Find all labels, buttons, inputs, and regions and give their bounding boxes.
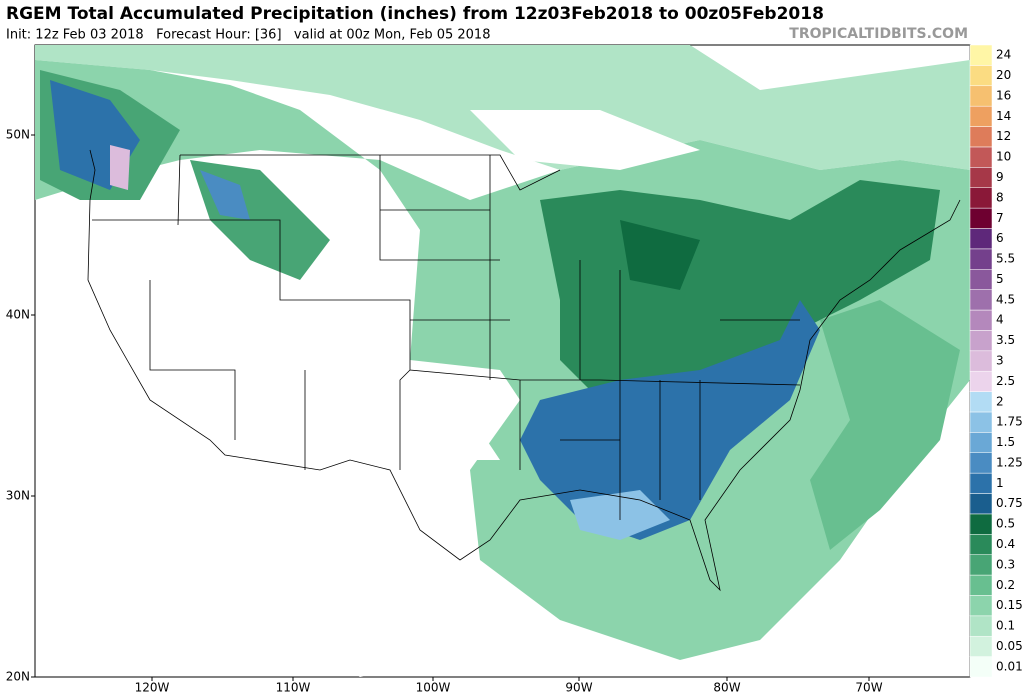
colorbar-swatch [969,330,993,352]
colorbar-label: 1 [996,476,1004,490]
colorbar: 0.01 0.05 0.1 0.15 0.2 0.3 0.4 0.5 0.75 1 1.25 1.5 1… [969,44,1023,678]
colorbar-label: 1.75 [996,415,1023,429]
colorbar-swatch [969,228,993,250]
colorbar-label: 3.5 [996,333,1015,347]
map-area [34,44,971,678]
colorbar-swatch [969,595,993,617]
colorbar-label: 3 [996,354,1004,368]
subtitle: Init: 12z Feb 03 2018 Forecast Hour: [36… [6,28,490,43]
colorbar-swatch [969,44,993,66]
axes: 50N 40N 30N 20N 120W 110W 100W 90W 80W 70W [6,128,883,695]
colorbar-swatch [969,513,993,535]
colorbar-swatch [969,167,993,188]
colorbar-swatch [969,85,993,107]
colorbar-label: 20 [996,68,1011,82]
colorbar-swatch [969,289,993,311]
colorbar-label: 12 [996,129,1011,143]
colorbar-swatch [969,269,993,290]
colorbar-swatch [969,656,993,678]
colorbar-label: 9 [996,170,1004,184]
lat-label: 40N [6,308,30,322]
colorbar-swatch [969,574,993,596]
colorbar-label: 2.5 [996,374,1015,388]
colorbar-swatch [969,105,993,127]
colorbar-label: 0.01 [996,659,1023,673]
colorbar-label: 0.3 [996,557,1015,571]
colorbar-swatch [969,534,993,555]
colorbar-swatch [969,391,993,413]
colorbar-swatch [969,615,993,637]
colorbar-label: 2 [996,394,1004,408]
colorbar-label: 0.2 [996,578,1015,592]
lon-label: 120W [135,681,170,695]
colorbar-swatch [969,126,993,148]
colorbar-label: 10 [996,150,1011,164]
colorbar-label: 4.5 [996,292,1015,306]
colorbar-swatch [969,554,993,576]
colorbar-label: 0.5 [996,517,1015,531]
colorbar-label: 14 [996,109,1011,123]
colorbar-label: 6 [996,231,1004,245]
colorbar-swatch [969,187,993,209]
colorbar-label: 0.05 [996,639,1023,653]
colorbar-swatch [969,370,993,392]
lat-label: 50N [6,128,30,142]
lat-label: 20N [6,670,30,684]
colorbar-label: 0.15 [996,598,1023,612]
lon-label: 90W [565,681,592,695]
colorbar-swatch [969,411,993,433]
colorbar-swatch [969,493,993,515]
lat-label: 30N [6,489,30,503]
colorbar-swatch [969,472,993,494]
colorbar-swatch [969,350,993,372]
colorbar-label: 4 [996,313,1004,327]
colorbar-swatch [969,65,993,87]
lon-label: 100W [416,681,451,695]
title: RGEM Total Accumulated Precipitation (in… [6,4,824,24]
colorbar-label: 7 [996,211,1004,225]
colorbar-label: 0.1 [996,619,1015,633]
credit: TROPICALTIDBITS.COM [789,26,968,42]
colorbar-label: 5.5 [996,252,1015,266]
colorbar-label: 1.5 [996,435,1015,449]
colorbar-swatch [969,432,993,453]
colorbar-label: 5 [996,272,1004,286]
colorbar-swatch [969,248,993,270]
colorbar-swatch [969,146,993,168]
colorbar-label: 16 [996,88,1011,102]
colorbar-swatch [969,635,993,657]
colorbar-swatch [969,207,993,229]
colorbar-swatch [969,309,993,331]
lon-label: 70W [855,681,882,695]
colorbar-label: 0.4 [996,537,1015,551]
lon-label: 110W [276,681,311,695]
state-borders [87,149,961,592]
colorbar-label: 24 [996,48,1011,62]
colorbar-swatch [969,452,993,474]
colorbar-label: 0.75 [996,496,1023,510]
lon-label: 80W [713,681,740,695]
colorbar-label: 1.25 [996,455,1023,469]
colorbar-label: 8 [996,190,1004,204]
